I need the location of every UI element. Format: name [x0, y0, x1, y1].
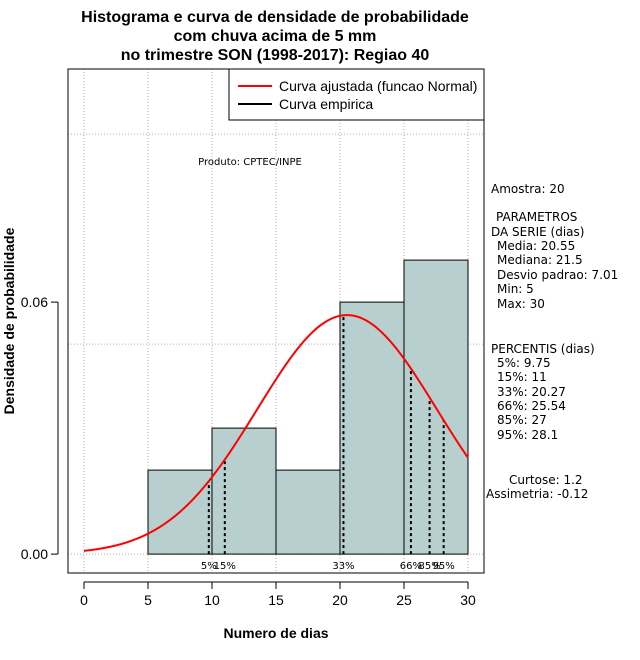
legend: Curva ajustada (funcao Normal) Curva emp… — [228, 68, 485, 121]
percentile-95: 95%: 28.1 — [497, 428, 558, 442]
percentile-label-95: 95% — [433, 561, 455, 572]
chart-title-line-1: Histograma e curva de densidade de proba… — [81, 9, 469, 26]
kurtosis: Curtose: 1.2 — [509, 473, 583, 487]
percentile-5: 5%: 9.75 — [497, 356, 551, 370]
x-tick-label-5: 25 — [396, 592, 412, 608]
x-tick-label-4: 20 — [332, 592, 348, 608]
product-credit: Produto: CPTEC/INPE — [198, 157, 302, 168]
legend-box — [228, 68, 485, 121]
params-heading: PARAMETROS — [496, 210, 577, 224]
percentile-15: 15%: 11 — [497, 370, 547, 384]
x-tick-label-1: 5 — [144, 592, 152, 608]
histogram-bar-2 — [211, 427, 277, 555]
percentile-label-5: 5% — [201, 561, 217, 572]
x-axis: 0 5 10 15 20 25 30 — [80, 581, 476, 608]
sample-size: Amostra: 20 — [491, 182, 565, 196]
params-subheading: DA SERIE (dias) — [491, 225, 584, 239]
x-tick-label-6: 30 — [460, 592, 476, 608]
legend-label-empirical: Curva empirica — [279, 96, 373, 112]
percentile-label-66: 66% — [400, 561, 422, 572]
legend-label-fit: Curva ajustada (funcao Normal) — [279, 78, 477, 94]
histogram-bars — [147, 259, 469, 555]
y-axis: 0.00 0.06 — [21, 294, 59, 562]
percentile-33: 33%: 20.27 — [497, 385, 566, 399]
param-mean: Media: 20.55 — [497, 239, 575, 253]
statistics-panel: Amostra: 20 PARAMETROS DA SERIE (dias) M… — [486, 182, 618, 501]
percentile-label-85: 85% — [418, 561, 440, 572]
x-axis-label: Numero de dias — [223, 625, 328, 641]
percentile-label-33: 33% — [332, 561, 354, 572]
skewness: Assimetria: -0.12 — [486, 487, 588, 501]
histogram-bar-4 — [339, 301, 405, 555]
y-tick-label-1: 0.06 — [21, 294, 48, 310]
x-tick-label-3: 15 — [268, 592, 284, 608]
param-sd: Desvio padrao: 7.01 — [497, 268, 618, 282]
normal-curve — [83, 314, 469, 552]
chart-title-line-3: no trimestre SON (1998-2017): Regiao 40 — [121, 47, 430, 64]
chart-title-line-2: com chuva acima de 5 mm — [174, 28, 377, 45]
percentile-66: 66%: 25.54 — [497, 399, 566, 413]
percentile-85: 85%: 27 — [497, 413, 547, 427]
x-tick-label-0: 0 — [80, 592, 88, 608]
percentile-labels: 5%15% 33% 66%85%95% — [201, 561, 455, 572]
percentile-lines — [207, 315, 445, 555]
normal-curve-group — [83, 314, 469, 552]
param-min: Min: 5 — [497, 282, 534, 296]
histogram-bar-3 — [275, 469, 341, 555]
percentiles-heading: PERCENTIS (dias) — [491, 342, 595, 356]
x-tick-label-2: 10 — [204, 592, 220, 608]
param-median: Mediana: 21.5 — [497, 253, 583, 267]
y-axis-label: Densidade de probabilidade — [1, 227, 17, 414]
y-tick-label-0: 0.00 — [21, 546, 48, 562]
param-max: Max: 30 — [497, 297, 545, 311]
percentile-label-15: 15% — [214, 561, 236, 572]
